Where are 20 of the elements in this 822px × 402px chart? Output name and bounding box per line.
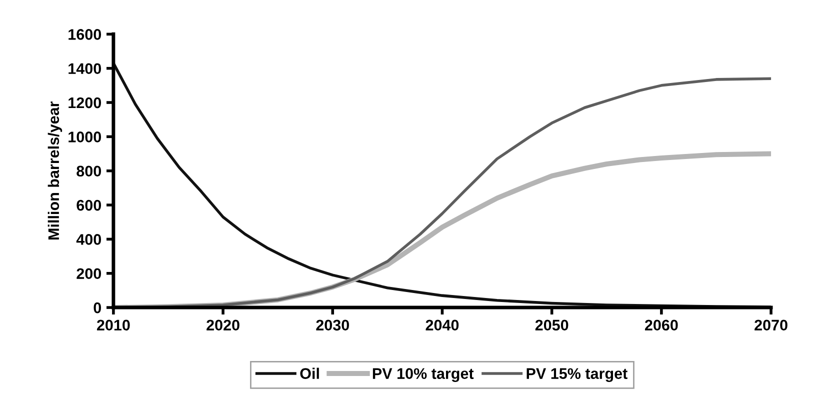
y-tick-label: 0 [94,302,102,314]
x-tick-label: 2040 [426,320,459,331]
y-tick-label: 1600 [68,29,102,40]
y-tick-label: 1400 [68,63,102,74]
y-tick-label: 1200 [68,97,102,108]
y-axis-title: Million barrels/year [48,101,62,240]
x-tick-label: 2070 [754,320,788,331]
y-tick-label: 200 [76,268,102,280]
legend-label: Oil [300,368,319,379]
legend-label: PV 10% target [372,368,474,382]
x-tick-label: 2060 [644,320,678,331]
legend-label: PV 15% target [526,368,628,382]
y-tick-label: 400 [76,234,102,245]
x-tick-label: 2030 [316,320,350,331]
y-tick-label: 1000 [68,132,102,142]
x-tick-label: 2010 [96,320,130,331]
x-tick-label: 2050 [535,320,568,331]
y-tick-label: 600 [76,200,102,211]
x-tick-label: 2020 [206,320,240,331]
y-tick-label: 800 [76,166,102,177]
